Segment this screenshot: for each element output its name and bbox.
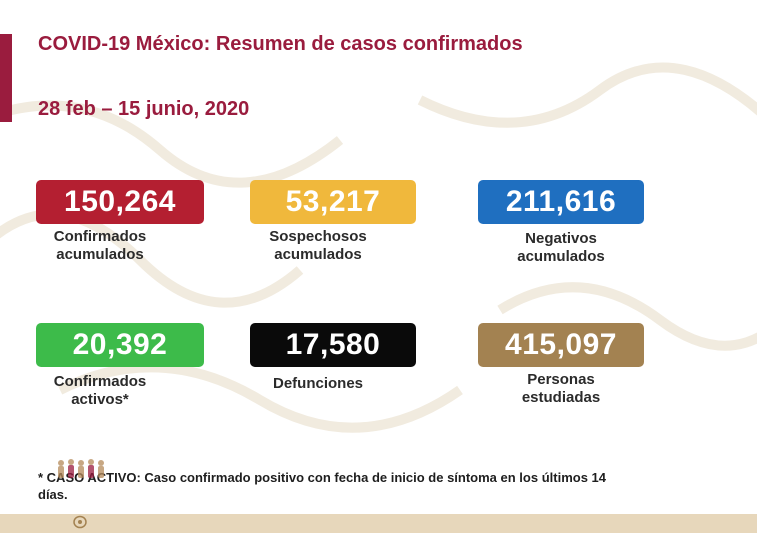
stat-label: Confirmados acumulados	[0, 228, 204, 264]
stat-label-line: estudiadas	[521, 389, 601, 406]
date-range: 28 feb – 15 junio, 2020	[38, 98, 250, 120]
crowd-illustration-icon	[58, 459, 104, 478]
stat-label-line: activos*	[71, 391, 129, 408]
stat-label-line: Personas	[527, 371, 595, 388]
stat-activos: 20,392 Confirmados activos*	[36, 323, 204, 409]
stat-label-line: Sospechosos	[269, 228, 367, 245]
stat-value-box: 150,264	[36, 180, 204, 224]
page-title: COVID-19 México: Resumen de casos confir…	[38, 33, 523, 55]
stat-value-box: 415,097	[478, 323, 644, 367]
stat-value-box: 17,580	[250, 323, 416, 367]
stat-label-line: acumulados	[517, 248, 605, 265]
stat-estudiadas: 415,097 Personas estudiadas	[478, 323, 644, 407]
stat-label: Confirmados activos*	[0, 373, 204, 409]
background-pattern	[0, 62, 757, 433]
footnote: * CASO ACTIVO: Caso confirmado positivo …	[38, 470, 607, 502]
stat-label-line: Negativos	[525, 230, 597, 247]
stat-label: Sospechosos acumulados	[220, 228, 416, 264]
title-accent-bar	[0, 34, 12, 122]
stat-label-line: acumulados	[274, 246, 362, 263]
stat-defunciones: 17,580 Defunciones	[250, 323, 416, 393]
stat-sospechosos: 53,217 Sospechosos acumulados	[250, 180, 416, 264]
stat-label-line: Confirmados	[53, 228, 147, 245]
stat-value-box: 20,392	[36, 323, 204, 367]
stat-value-box: 211,616	[478, 180, 644, 224]
stat-label-line: Confirmados	[53, 373, 147, 390]
stat-label: Personas estudiadas	[478, 371, 644, 407]
stat-negativos: 211,616 Negativos acumulados	[478, 180, 644, 266]
stat-value-box: 53,217	[250, 180, 416, 224]
stat-label-line: Defunciones	[272, 375, 363, 392]
stat-label: Defunciones	[220, 375, 416, 393]
stat-confirmados: 150,264 Confirmados acumulados	[36, 180, 204, 264]
bottom-band	[0, 514, 757, 533]
seal-icon	[73, 515, 87, 529]
stat-label: Negativos acumulados	[478, 230, 644, 266]
stat-label-line: acumulados	[56, 246, 144, 263]
